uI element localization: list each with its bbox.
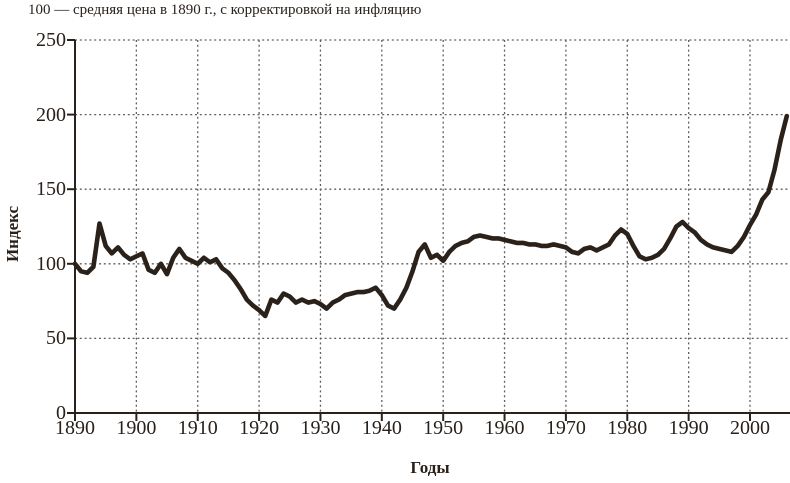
x-tick-label: 1950	[423, 417, 464, 439]
x-tick-label: 1940	[361, 417, 402, 439]
x-tick-label: 1920	[239, 417, 280, 439]
x-tick-label: 1960	[484, 417, 525, 439]
x-tick-label: 1930	[300, 417, 341, 439]
price-index-line	[72, 113, 790, 319]
x-axis-title: Годы	[410, 458, 450, 477]
figure-title: 100 — средняя цена в 1890 г., с корректи…	[28, 2, 422, 18]
x-tick-label: 1900	[116, 417, 157, 439]
x-tick-label: 1890	[55, 417, 95, 439]
x-tick-label: 1980	[607, 417, 648, 439]
y-tick-label: 150	[36, 178, 66, 201]
x-tick-label: 1990	[668, 417, 709, 439]
y-tick-label: 50	[46, 327, 66, 350]
x-tick-label: 2000	[730, 417, 770, 439]
y-tick-label: 100	[36, 252, 66, 275]
x-tick-label: 1910	[177, 417, 218, 439]
y-tick-label: 0	[56, 402, 66, 424]
y-tick-label: 200	[36, 103, 66, 126]
y-tick-label: 250	[36, 29, 66, 51]
x-tick-label: 1970	[545, 417, 586, 439]
